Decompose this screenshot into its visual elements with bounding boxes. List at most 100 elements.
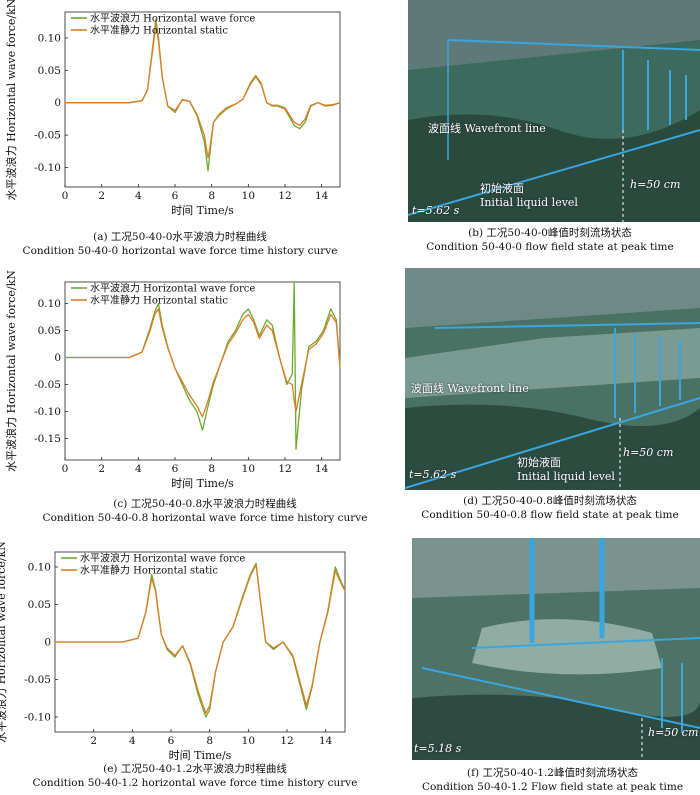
caption-f-zh: (f) 工况50-40-1.2峰值时刻流场状态 bbox=[467, 767, 638, 779]
caption-b-en: Condition 50-40-0 flow field state at pe… bbox=[426, 241, 674, 253]
x-tick-label: 12 bbox=[280, 735, 293, 747]
y-tick-label: -0.05 bbox=[24, 674, 51, 686]
photo-b-initial-en: Initial liquid level bbox=[480, 196, 578, 209]
legend-label: 水平准静力 Horizontal static bbox=[90, 294, 228, 307]
x-tick-label: 8 bbox=[208, 190, 215, 202]
chart-e: 2 4 6 8 10 12 14 -0.10 -0.05 0 0.05 0.10 时间 Time/s 水平… bbox=[0, 541, 346, 762]
y-tick-label: 0.10 bbox=[38, 298, 61, 310]
photo-b-time: t=5.62 s bbox=[412, 204, 460, 217]
legend-label: 水平波浪力 Horizontal wave force bbox=[90, 12, 255, 25]
legend-label: 水平波浪力 Horizontal wave force bbox=[80, 552, 245, 565]
chart-c-panel: 0 2 4 6 8 10 12 14 -0.15 -0.10 -0.05 0 0.05 0.10 时间 Ti… bbox=[0, 270, 350, 495]
y-tick-label: -0.10 bbox=[34, 162, 61, 174]
photo-d-initial-zh: 初始液面 bbox=[517, 456, 561, 469]
caption-e-zh: (e) 工况50-40-1.2水平波浪力时程曲线 bbox=[103, 763, 287, 775]
x-tick-label: 0 bbox=[62, 463, 69, 475]
photo-d-wavefront: 波面线 Wavefront line bbox=[411, 382, 529, 395]
series-line-static bbox=[65, 308, 341, 418]
caption-d-zh: (d) 工况50-40-0.8峰值时刻流场状态 bbox=[463, 495, 637, 507]
x-tick-label: 8 bbox=[208, 463, 215, 475]
x-tick-label: 4 bbox=[135, 190, 142, 202]
photo-b-initial-zh: 初始液面 bbox=[480, 182, 524, 195]
caption-f: (f) 工况50-40-1.2峰值时刻流场状态 Condition 50-40-… bbox=[405, 766, 700, 794]
y-tick-label: -0.10 bbox=[34, 406, 61, 418]
caption-e-en: Condition 50-40-1.2 horizontal wave forc… bbox=[32, 777, 358, 789]
caption-d: (d) 工况50-40-0.8峰值时刻流场状态 Condition 50-40-… bbox=[400, 494, 700, 522]
x-tick-label: 6 bbox=[172, 190, 179, 202]
photo-f-time: t=5.18 s bbox=[414, 742, 462, 755]
photo-f-scene bbox=[412, 538, 700, 760]
series-line-static bbox=[55, 564, 346, 714]
y-tick-label: -0.05 bbox=[34, 379, 61, 391]
caption-d-en: Condition 50-40-0.8 flow field state at … bbox=[421, 509, 679, 521]
y-tick-label: -0.05 bbox=[34, 130, 61, 142]
x-tick-label: 14 bbox=[315, 463, 329, 475]
y-tick-label: 0 bbox=[54, 352, 61, 364]
legend-label: 水平波浪力 Horizontal wave force bbox=[90, 282, 255, 295]
y-axis-label: 水平波浪力 Horizontal wave force/kN bbox=[0, 541, 8, 743]
x-tick-label: 6 bbox=[172, 463, 179, 475]
x-axis-label: 时间 Time/s bbox=[169, 749, 232, 762]
y-tick-label: -0.10 bbox=[24, 712, 51, 724]
x-tick-label: 12 bbox=[278, 463, 291, 475]
caption-b: (b) 工况50-40-0峰值时刻流场状态 Condition 50-40-0 … bbox=[400, 226, 700, 254]
x-tick-label: 2 bbox=[98, 463, 105, 475]
caption-a-zh: (a) 工况50-40-0水平波浪力时程曲线 bbox=[93, 231, 267, 243]
x-tick-label: 14 bbox=[319, 735, 333, 747]
photo-b-scene bbox=[408, 0, 700, 222]
y-tick-label: 0 bbox=[44, 637, 51, 649]
legend-label: 水平准静力 Horizontal static bbox=[80, 564, 218, 577]
y-tick-label: 0.10 bbox=[28, 562, 51, 574]
y-axis-label: 水平波浪力 Horizontal wave force/kN bbox=[4, 0, 18, 200]
x-tick-label: 6 bbox=[168, 735, 175, 747]
y-tick-label: 0.05 bbox=[38, 325, 61, 337]
x-axis-label: 时间 Time/s bbox=[171, 477, 234, 490]
caption-a: (a) 工况50-40-0水平波浪力时程曲线 Condition 50-40-0… bbox=[0, 230, 360, 258]
series-line-wave-force bbox=[55, 562, 346, 718]
plot-frame bbox=[64, 11, 341, 188]
chart-a-panel: 0 2 4 6 8 10 12 14 -0.10 -0.05 0 0.05 0.10 时间 Time/s 水… bbox=[0, 0, 350, 230]
chart-e-panel: 2 4 6 8 10 12 14 -0.10 -0.05 0 0.05 0.10 时间 Time/s 水平… bbox=[0, 540, 350, 762]
photo-f: t=5.18 s h=50 cm bbox=[412, 538, 700, 760]
caption-f-en: Condition 50-40-1.2 Flow field state at … bbox=[421, 781, 684, 793]
photo-f-depth: h=50 cm bbox=[648, 726, 699, 739]
photo-d-time: t=5.62 s bbox=[409, 468, 457, 481]
y-tick-label: 0 bbox=[54, 97, 61, 109]
series-line-wave-force bbox=[65, 19, 341, 172]
x-tick-label: 10 bbox=[242, 190, 255, 202]
x-tick-label: 12 bbox=[278, 190, 291, 202]
x-axis-label: 时间 Time/s bbox=[171, 204, 234, 217]
caption-a-en: Condition 50-40-0 horizontal wave force … bbox=[22, 245, 338, 257]
y-tick-label: -0.15 bbox=[34, 433, 61, 445]
caption-c-en: Condition 50-40-0.8 horizontal wave forc… bbox=[42, 512, 368, 524]
y-tick-label: 0.10 bbox=[38, 32, 61, 44]
caption-e: (e) 工况50-40-1.2水平波浪力时程曲线 Condition 50-40… bbox=[0, 762, 390, 790]
y-axis-label: 水平波浪力 Horizontal wave force/kN bbox=[4, 270, 18, 472]
x-tick-label: 0 bbox=[62, 190, 69, 202]
photo-d: 波面线 Wavefront line 初始液面 Initial liquid l… bbox=[405, 268, 700, 490]
photo-b-wavefront: 波面线 Wavefront line bbox=[428, 122, 546, 135]
y-tick-label: 0.05 bbox=[28, 599, 51, 611]
photo-b: 波面线 Wavefront line 初始液面 Initial liquid l… bbox=[408, 0, 700, 222]
series-line-wave-force bbox=[65, 281, 341, 450]
plot-frame bbox=[64, 281, 341, 461]
caption-c: (c) 工况50-40-0.8水平波浪力时程曲线 Condition 50-40… bbox=[0, 497, 410, 525]
photo-b-depth: h=50 cm bbox=[630, 178, 681, 191]
photo-d-scene bbox=[405, 268, 700, 490]
x-tick-label: 4 bbox=[129, 735, 136, 747]
series-line-static bbox=[65, 24, 341, 159]
x-tick-label: 8 bbox=[206, 735, 213, 747]
x-tick-label: 10 bbox=[242, 735, 255, 747]
photo-d-initial-en: Initial liquid level bbox=[517, 470, 615, 483]
x-tick-label: 10 bbox=[242, 463, 255, 475]
x-tick-label: 2 bbox=[98, 190, 105, 202]
caption-c-zh: (c) 工况50-40-0.8水平波浪力时程曲线 bbox=[113, 498, 297, 510]
chart-a: 0 2 4 6 8 10 12 14 -0.10 -0.05 0 0.05 0.10 时间 Time/s 水… bbox=[4, 0, 341, 217]
y-tick-label: 0.05 bbox=[38, 65, 61, 77]
x-tick-label: 14 bbox=[315, 190, 329, 202]
legend-label: 水平准静力 Horizontal static bbox=[90, 24, 228, 37]
photo-d-depth: h=50 cm bbox=[623, 446, 674, 459]
x-tick-label: 2 bbox=[90, 735, 97, 747]
chart-c: 0 2 4 6 8 10 12 14 -0.15 -0.10 -0.05 0 0.05 0.10 时间 Ti… bbox=[4, 270, 341, 490]
caption-b-zh: (b) 工况50-40-0峰值时刻流场状态 bbox=[468, 227, 632, 239]
